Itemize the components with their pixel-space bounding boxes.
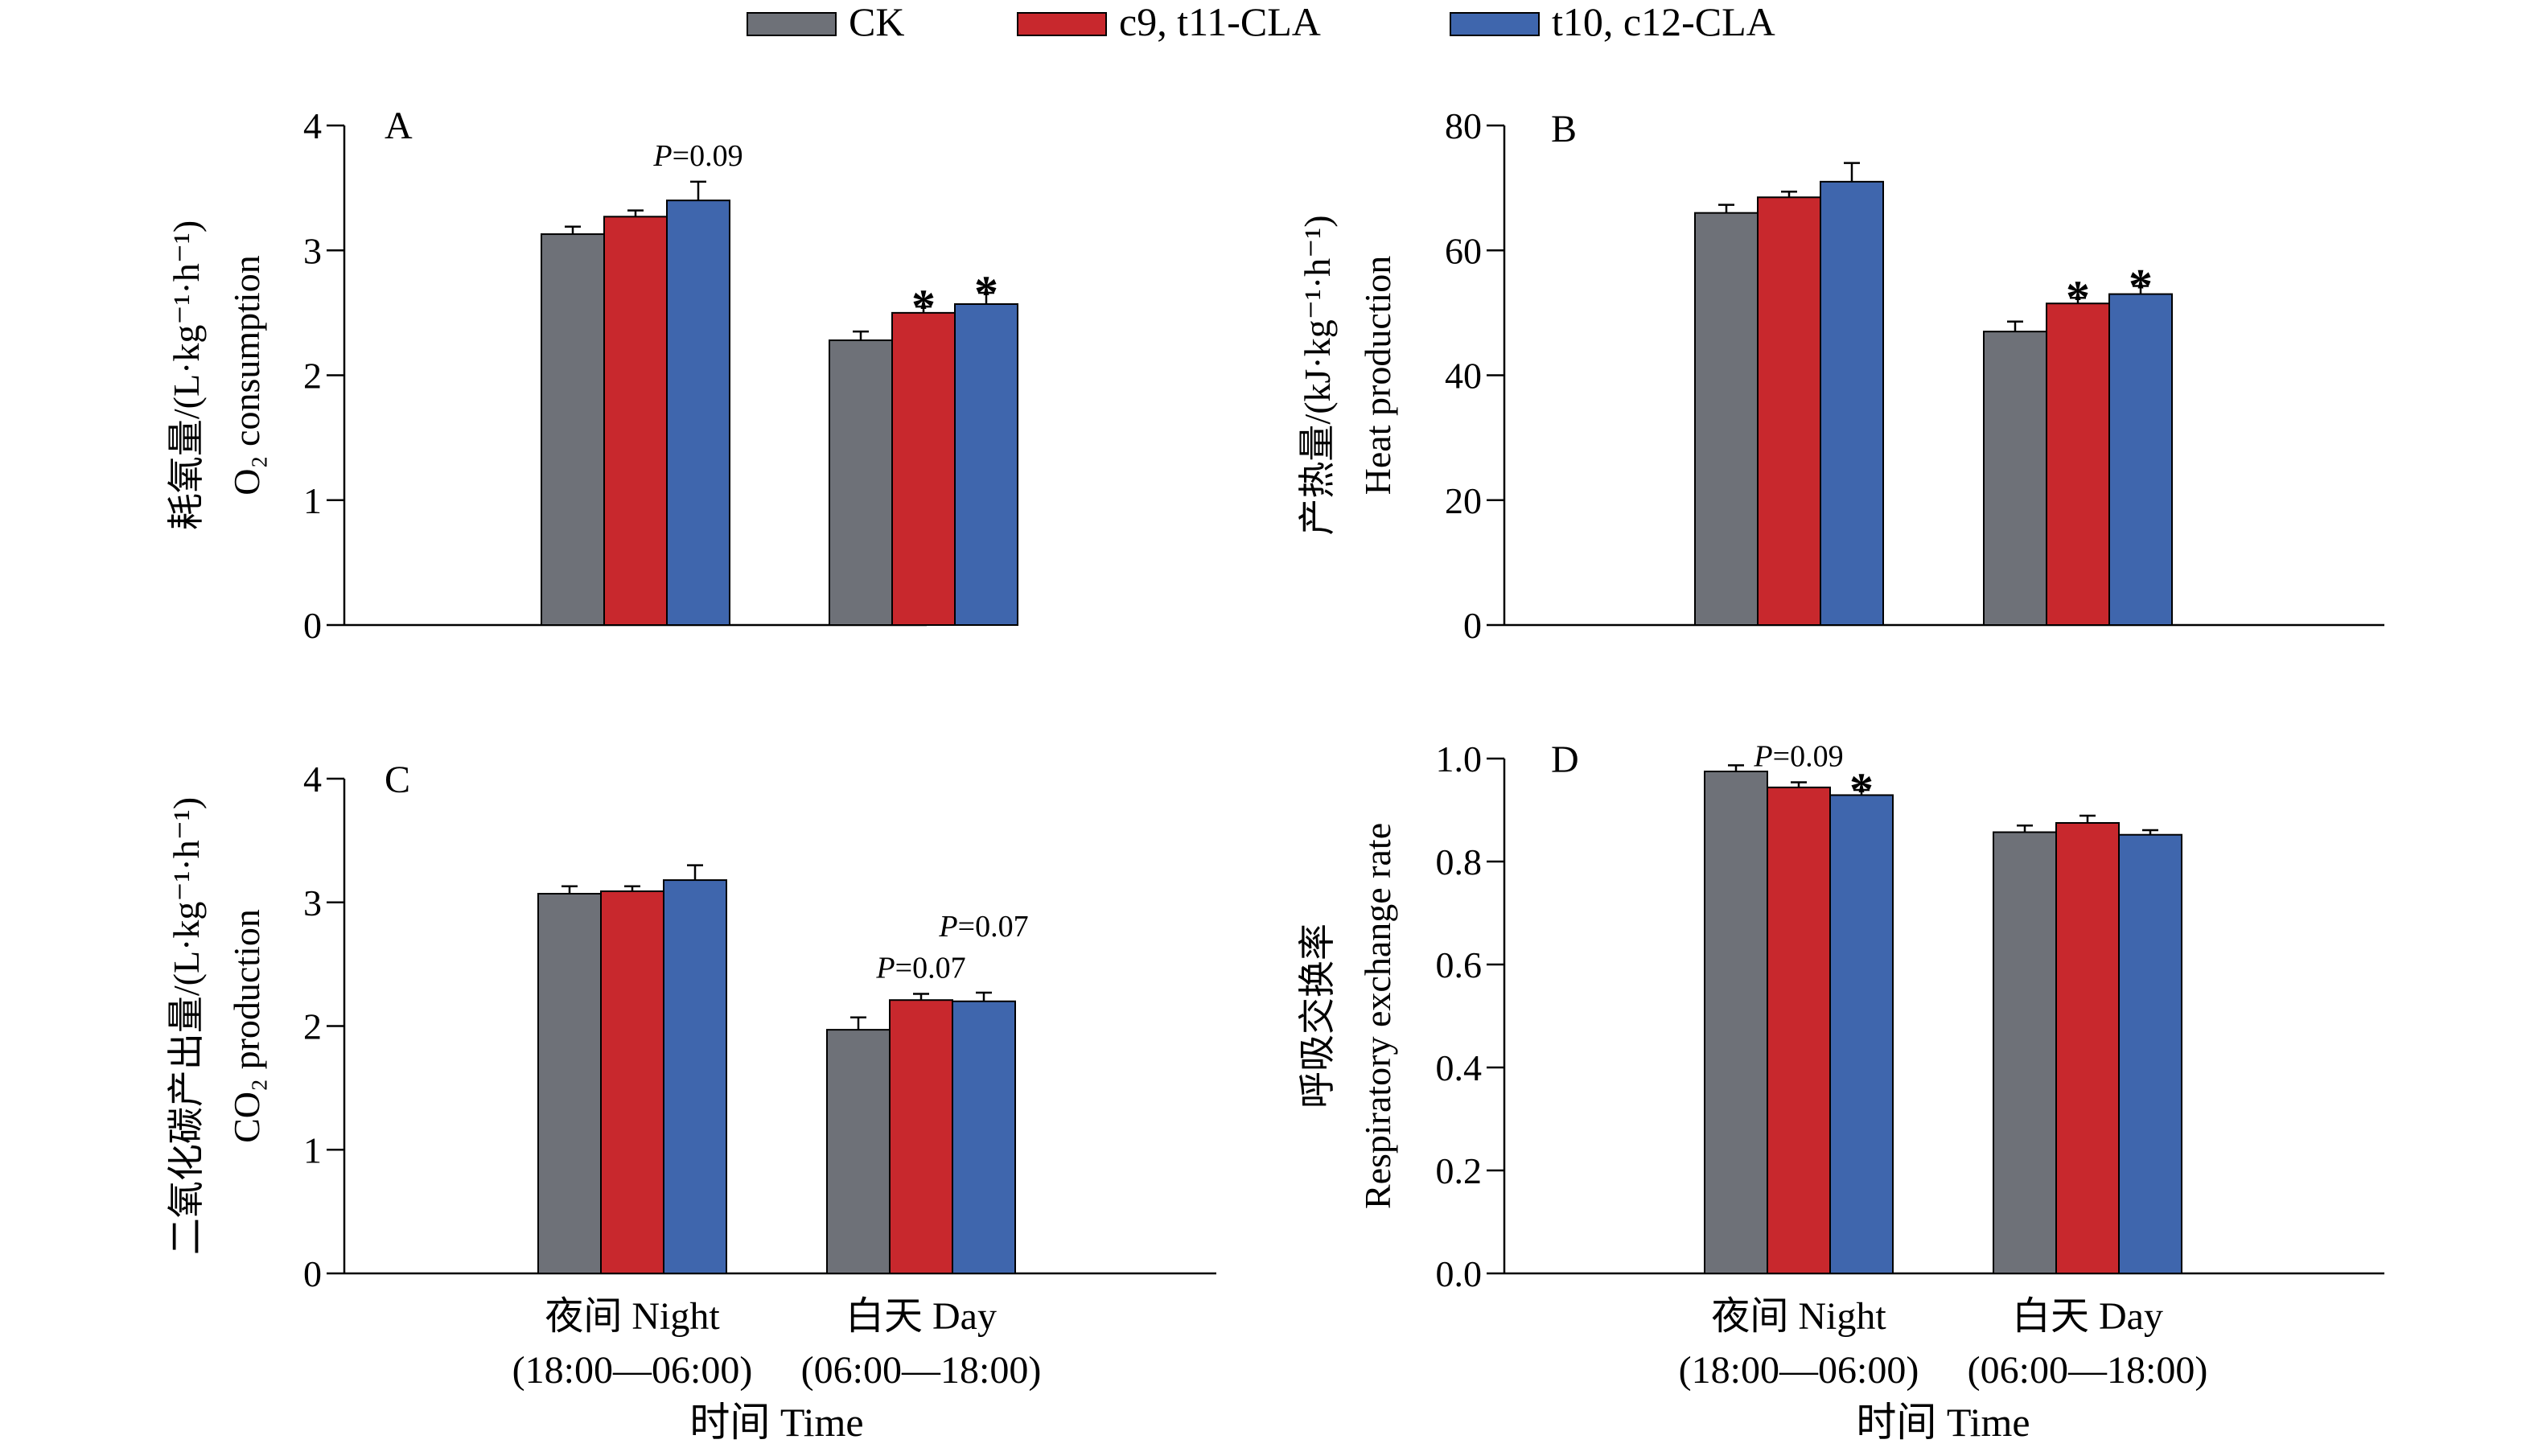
- y-tick-label: 0: [1463, 605, 1482, 646]
- significance-star: *: [2066, 271, 2090, 324]
- y-tick-label: 2: [303, 356, 322, 397]
- y-tick-label: 0.4: [1436, 1047, 1483, 1088]
- x-category-label: 白天 Day: [2012, 1295, 2163, 1338]
- legend-swatch-2: [1450, 12, 1540, 36]
- significance-star: *: [974, 266, 998, 319]
- panel-c: 0 1 2 3 4 二氧化碳产出量/(L·kg⁻¹·h⁻¹) CO₂ production C…: [166, 759, 1216, 1445]
- y-axis-title-en: CO₂ production: [226, 909, 267, 1143]
- bar-t10-c12-cla-1: [954, 303, 1018, 626]
- y-tick-label: 4: [303, 105, 322, 146]
- y-tick-label: 0.2: [1436, 1150, 1483, 1191]
- x-category-label: 白天 Day: [845, 1295, 997, 1338]
- x-category-sublabel: (06:00—18:00): [801, 1349, 1042, 1392]
- panel-letter: A: [385, 105, 413, 147]
- bar-ck-0: [1704, 771, 1768, 1274]
- x-category-sublabel: (18:00—06:00): [1679, 1349, 1919, 1392]
- y-axis-title-cn: 耗氧量/(L·kg⁻¹·h⁻¹): [166, 220, 207, 530]
- bar-c9-t11-cla-1: [2046, 302, 2110, 626]
- x-axis-title: 时间 Time: [1856, 1400, 2030, 1445]
- y-tick-label: 20: [1445, 480, 1482, 521]
- bar-t10-c12-cla-0: [663, 879, 727, 1274]
- x-axis-title: 时间 Time: [689, 1400, 863, 1445]
- bar-t10-c12-cla-1: [952, 1000, 1016, 1274]
- legend-label-1: c9, t11-CLA: [1119, 0, 1321, 44]
- y-tick-label: 1.0: [1436, 738, 1483, 779]
- y-tick-label: 0.8: [1436, 841, 1483, 882]
- bar-t10-c12-cla-1: [2108, 293, 2173, 626]
- y-axis-title-en: Heat production: [1357, 256, 1398, 496]
- panel-d: 0.0 0.2 0.4 0.6 0.8 1.0 呼吸交换率 Respiratory excha…: [1297, 738, 2384, 1445]
- y-tick-label: 0.0: [1436, 1253, 1483, 1294]
- y-tick-label: 40: [1445, 356, 1482, 397]
- y-tick-label: 1: [303, 480, 322, 521]
- y-axis-title-cn: 产热量/(kJ·kg⁻¹·h⁻¹): [1297, 215, 1338, 535]
- y-tick-label: 60: [1445, 230, 1482, 271]
- legend-label-0: CK: [849, 0, 904, 44]
- bar-ck-0: [541, 233, 605, 626]
- bar-c9-t11-cla-1: [2055, 822, 2120, 1274]
- bar-t10-c12-cla-0: [1820, 180, 1884, 627]
- bar-t10-c12-cla-0: [666, 199, 730, 626]
- bar-ck-1: [1993, 831, 2057, 1274]
- significance-star: *: [1849, 763, 1874, 816]
- y-tick-label: 4: [303, 759, 322, 800]
- y-tick-label: 3: [303, 882, 322, 923]
- bar-ck-1: [829, 339, 893, 626]
- y-tick-label: 0: [303, 605, 322, 646]
- y-tick-label: 80: [1445, 105, 1482, 146]
- bar-ck-1: [1983, 331, 2047, 626]
- p-value-label: P=0.07: [875, 952, 965, 985]
- panels: 0 1 2 3 4 耗氧量/(L·kg⁻¹·h⁻¹) O₂ consumption A P=0.…: [166, 105, 2384, 1445]
- y-axis-title-cn: 二氧化碳产出量/(L·kg⁻¹·h⁻¹): [166, 797, 207, 1255]
- bar-c9-t11-cla-0: [1757, 196, 1821, 627]
- bar-c9-t11-cla-1: [891, 311, 956, 626]
- bar-ck-1: [826, 1029, 891, 1275]
- y-axis-title-en: Respiratory exchange rate: [1357, 823, 1398, 1209]
- x-category-label: 夜间 Night: [545, 1295, 720, 1338]
- panel-b: 0 20 40 60 80 产热量/(kJ·kg⁻¹·h⁻¹) Heat productio…: [1297, 105, 2384, 646]
- bar-ck-0: [537, 892, 602, 1275]
- bar-t10-c12-cla-1: [2118, 833, 2182, 1274]
- y-tick-label: 1: [303, 1129, 322, 1170]
- legend-label-2: t10, c12-CLA: [1552, 0, 1775, 44]
- y-tick-label: 0: [303, 1253, 322, 1294]
- panel-a: 0 1 2 3 4 耗氧量/(L·kg⁻¹·h⁻¹) O₂ consumption A P=0.…: [166, 105, 1018, 646]
- bar-c9-t11-cla-0: [600, 890, 664, 1274]
- bar-c9-t11-cla-0: [1767, 786, 1831, 1274]
- y-tick-label: 3: [303, 230, 322, 271]
- bar-ck-0: [1694, 212, 1759, 626]
- y-tick-label: 2: [303, 1006, 322, 1047]
- x-category-label: 夜间 Night: [1711, 1295, 1886, 1338]
- bar-t10-c12-cla-0: [1829, 794, 1894, 1274]
- bar-c9-t11-cla-0: [603, 216, 668, 626]
- x-category-sublabel: (06:00—18:00): [1968, 1349, 2208, 1392]
- legend-swatch-1: [1017, 12, 1107, 36]
- p-value-label: P=0.09: [652, 139, 743, 173]
- y-axis-title-en: O₂ consumption: [226, 255, 267, 495]
- bar-c9-t11-cla-1: [889, 999, 953, 1275]
- panel-letter: B: [1551, 108, 1577, 150]
- p-value-label: P=0.09: [1753, 739, 1843, 773]
- legend-swatch-0: [747, 12, 837, 36]
- significance-star: *: [2129, 259, 2153, 312]
- y-tick-label: 0.6: [1436, 944, 1483, 985]
- x-category-sublabel: (18:00—06:00): [512, 1349, 753, 1392]
- legend: CK c9, t11-CLA t10, c12-CLA: [747, 0, 1775, 44]
- panel-letter: C: [385, 759, 410, 801]
- significance-star: *: [911, 280, 936, 333]
- p-value-label: P=0.07: [938, 910, 1028, 944]
- y-axis-title-cn: 呼吸交换率: [1297, 923, 1338, 1108]
- panel-letter: D: [1551, 738, 1579, 781]
